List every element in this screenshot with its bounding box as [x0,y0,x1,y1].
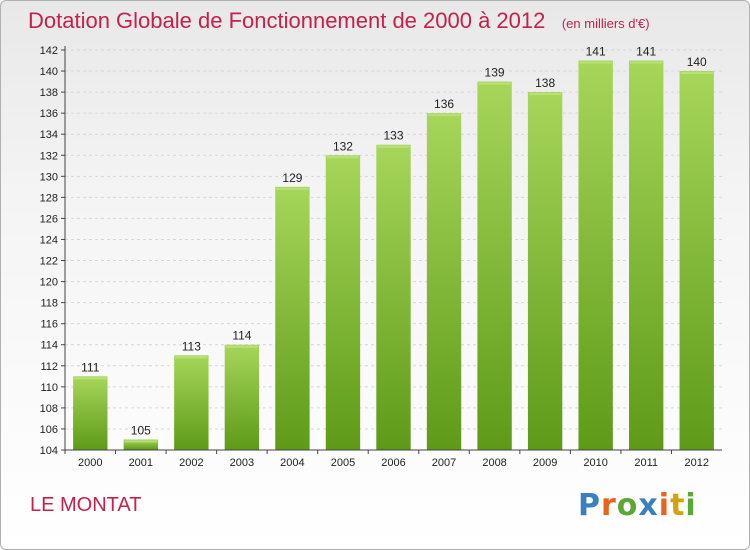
bar-2010 [578,60,613,451]
bar-highlight [326,156,360,159]
bar-value-label: 129 [282,171,302,185]
bar-2002 [174,355,209,450]
bar-highlight [579,61,612,64]
logo-letter: P [578,488,601,523]
x-tick-label: 2000 [78,457,102,469]
x-tick-label: 2004 [280,457,304,469]
x-tick-label: 2005 [331,457,355,469]
bar-value-label: 138 [535,76,555,90]
bar-value-label: 132 [333,139,353,153]
bar-highlight [427,114,461,117]
bar-highlight [175,356,208,359]
bar-highlight [680,72,713,75]
x-tick-label: 2002 [179,457,203,469]
bar-value-label: 141 [636,45,656,59]
chart-title: Dotation Globale de Fonctionnement de 20… [28,8,546,33]
logo-letter: o [616,488,639,523]
bar-2011 [629,60,664,451]
x-tick-label: 2006 [381,457,405,469]
bar-value-label: 133 [383,129,403,143]
bar-highlight [630,61,663,64]
bar-highlight [528,93,562,96]
x-tick-label: 2011 [634,457,658,469]
y-tick-label: 134 [40,129,58,141]
chart-subtitle: (en milliers d'€) [561,16,650,31]
bar-highlight [276,187,309,190]
axes: 104 106 108 110 112 114 116 118 120 122 124 126 128 1… [40,45,722,469]
bar-2007 [426,113,462,450]
y-tick-label: 136 [40,108,58,120]
y-tick-label: 140 [40,66,58,78]
y-tick-label: 114 [40,340,58,352]
x-tick-label: 2003 [230,457,254,469]
y-tick-label: 138 [40,87,58,99]
logo-letter: r [601,488,617,523]
city-name: LE MONTAT [30,494,142,516]
bar-value-label: 136 [434,97,454,111]
bar-highlight [377,145,410,148]
bar-2009 [527,92,563,451]
bar-2003 [224,344,260,450]
x-tick-label: 2009 [533,457,557,469]
bar-2004 [275,186,310,450]
y-tick-label: 126 [40,213,58,225]
x-tick-label: 2012 [684,457,708,469]
proxiti-logo[interactable]: Proxiti [578,488,697,523]
x-tick-label: 2007 [432,457,456,469]
y-tick-label: 120 [40,277,58,289]
bar-value-label: 139 [485,66,505,80]
bar-2000 [73,376,108,450]
bar-value-label: 141 [586,45,606,59]
y-tick-label: 110 [40,382,58,394]
bar-2006 [376,144,411,450]
y-tick-label: 116 [40,319,58,331]
y-tick-label: 112 [40,361,58,373]
y-tick-label: 124 [40,234,58,246]
logo-letter: i [658,488,671,523]
bars: 111 105 113 114 129 132 133 136 139 138 141 141 140 [73,45,714,451]
bar-highlight [74,377,107,380]
x-tick-label: 2008 [482,457,506,469]
bar-value-label: 113 [182,339,201,353]
chart-header: Dotation Globale de Fonctionnement de 20… [28,8,650,34]
y-tick-label: 130 [40,171,58,183]
bar-value-label: 114 [232,329,251,343]
bar-highlight [478,82,511,85]
y-tick-label: 108 [40,403,58,415]
bar-2012 [679,71,714,450]
logo-letter: t [670,488,686,523]
logo-letter: i [685,488,697,523]
bar-value-label: 140 [687,55,707,69]
bar-highlight [124,440,157,443]
y-tick-label: 106 [40,424,58,436]
y-tick-label: 122 [40,256,58,268]
y-tick-label: 128 [40,192,58,204]
bar-2008 [477,81,512,450]
bar-value-label: 111 [81,360,100,374]
y-tick-label: 142 [40,45,58,57]
x-tick-label: 2010 [583,457,607,469]
logo-letter: x [638,488,659,523]
bar-2001 [123,439,158,450]
y-tick-label: 132 [40,150,58,162]
x-tick-label: 2001 [129,457,153,469]
bar-2005 [325,155,361,450]
y-tick-label: 104 [40,445,58,457]
y-tick-label: 118 [40,298,58,310]
bar-value-label: 105 [131,423,151,437]
bar-highlight [225,345,259,348]
